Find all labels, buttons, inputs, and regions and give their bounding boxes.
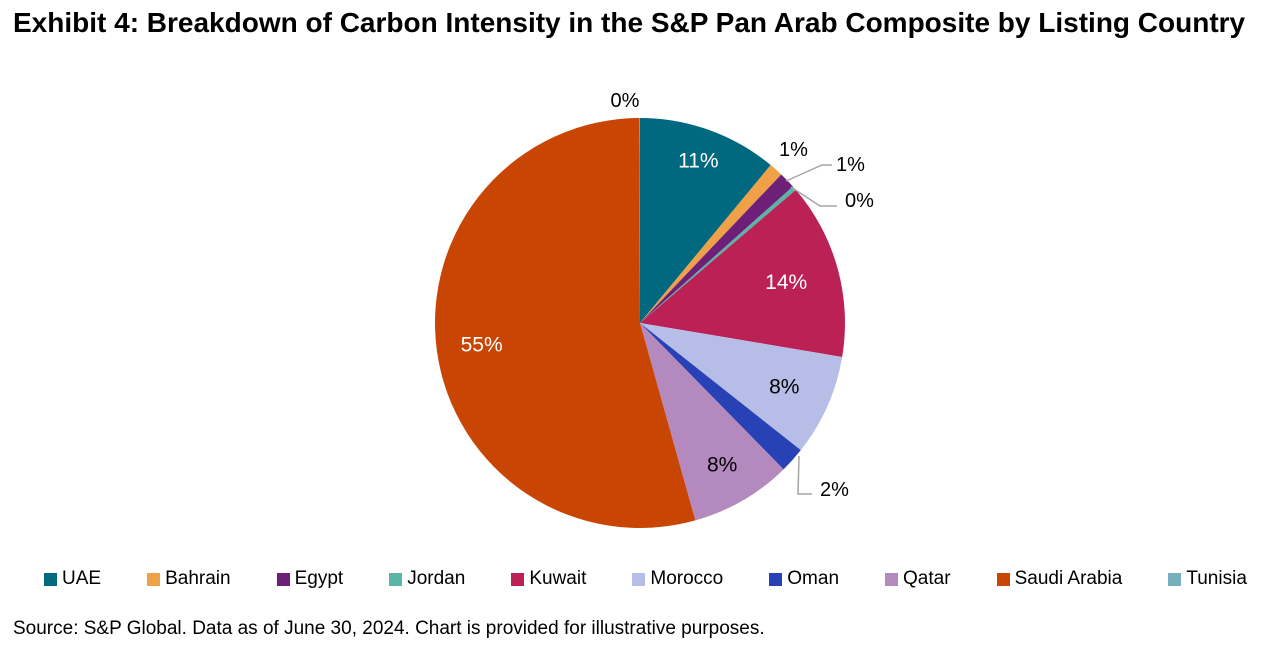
legend-swatch-jordan [389, 572, 403, 586]
pie-label-tunisia: 0% [611, 90, 640, 112]
pie-label-qatar: 8% [707, 453, 737, 476]
legend-swatch-uae [44, 572, 57, 586]
pie-label-uae: 11% [678, 149, 718, 172]
pie-label-egypt: 1% [836, 154, 865, 176]
legend-swatch-kuwait [511, 572, 525, 586]
legend-label-qatar: Qatar [903, 568, 951, 589]
legend-label-oman: Oman [787, 568, 840, 589]
legend-label-morocco: Morocco [650, 568, 724, 589]
legend-swatch-egypt [276, 572, 290, 586]
pie-slice-jordan [640, 186, 796, 323]
legend-swatch-saudi-arabia [996, 572, 1010, 586]
pie-slice-saudi-arabia [435, 118, 696, 529]
legend-label-bahrain: Bahrain [165, 568, 231, 589]
legend-swatch-tunisia [1168, 572, 1182, 586]
chart-title: Exhibit 4: Breakdown of Carbon Intensity… [13, 7, 1246, 38]
legend-item-jordan: Jordan [389, 568, 465, 590]
legend-label-egypt: Egypt [294, 568, 344, 589]
legend-label-jordan: Jordan [407, 568, 466, 589]
pie-label-morocco: 8% [769, 376, 799, 399]
legend-item-saudi-arabia: Saudi Arabia [996, 568, 1123, 590]
pie-slice-morocco [640, 323, 843, 451]
legend-swatch-morocco [632, 572, 646, 586]
legend-label-kuwait: Kuwait [529, 568, 587, 589]
legend-item-tunisia: Tunisia [1168, 568, 1247, 590]
pie-label-saudi-arabia: 55% [461, 334, 503, 357]
source-note: Source: S&P Global. Data as of June 30, … [13, 618, 765, 639]
pie-label-jordan: 0% [845, 190, 874, 212]
pie-slice-bahrain [640, 165, 782, 323]
legend-item-egypt: Egypt [276, 568, 344, 590]
pie-slice-kuwait [640, 189, 845, 357]
pie-slice-tunisia [639, 118, 640, 323]
legend-item-qatar: Qatar [885, 568, 951, 590]
legend-label-saudi-arabia: Saudi Arabia [1014, 568, 1123, 589]
legend-label-tunisia: Tunisia [1186, 568, 1247, 589]
leader-line [790, 186, 837, 207]
pie-label-oman: 2% [820, 479, 849, 501]
legend-label-uae: UAE [62, 568, 102, 589]
legend-swatch-oman [769, 572, 783, 586]
pie-slice-egypt [640, 174, 793, 323]
legend-swatch-bahrain [147, 572, 161, 586]
leader-line [785, 164, 832, 182]
legend-item-uae: UAE [44, 568, 101, 590]
legend-item-bahrain: Bahrain [147, 568, 231, 590]
legend-item-morocco: Morocco [632, 568, 723, 590]
pie-slice-qatar [640, 323, 784, 521]
pie-slice-uae [640, 118, 771, 323]
pie-slice-oman [640, 323, 801, 470]
legend-item-oman: Oman [769, 568, 839, 590]
pie-label-bahrain: 1% [779, 139, 808, 161]
pie-label-kuwait: 14% [765, 271, 807, 294]
chart-legend: UAE Bahrain Egypt Jordan Kuwait Morocco Oman Qa… [0, 566, 1262, 592]
legend-item-kuwait: Kuwait [511, 568, 586, 590]
legend-swatch-qatar [885, 572, 899, 586]
leader-line [797, 455, 812, 495]
